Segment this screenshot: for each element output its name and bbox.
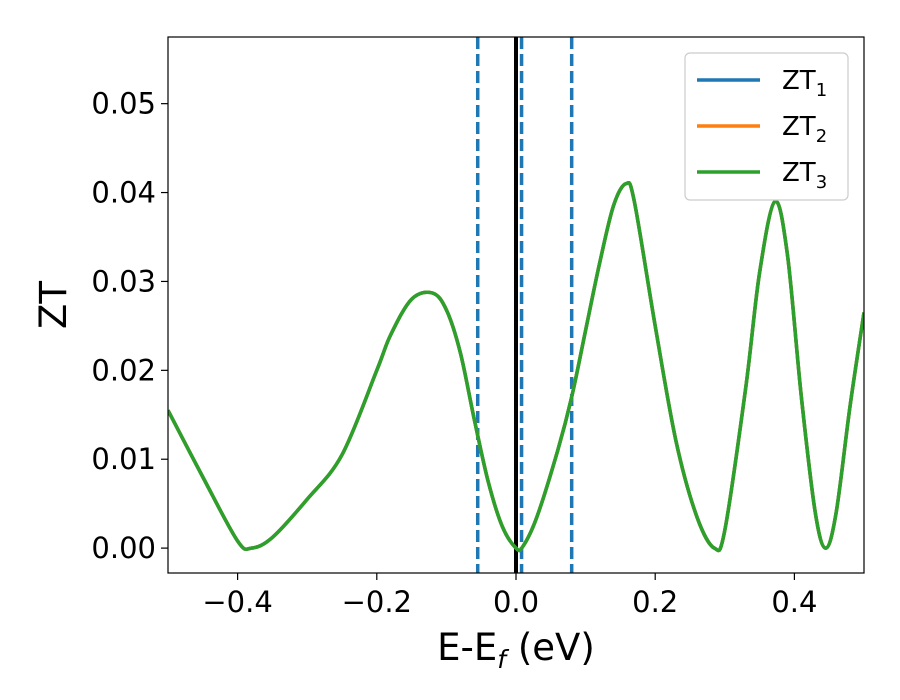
series-lines — [168, 180, 864, 553]
y-tick-label: 0.01 — [91, 442, 156, 476]
y-tick-label: 0.02 — [91, 353, 156, 387]
legend: ZT1 ZT2 ZT3 — [684, 52, 849, 201]
x-tick-label: 0.2 — [632, 585, 678, 619]
legend-label-1: ZT1 — [782, 66, 827, 101]
x-tick-label: −0.2 — [342, 585, 412, 619]
x-axis-label: E-Ef (eV) — [437, 626, 595, 674]
y-tick-label: 0.05 — [91, 87, 156, 121]
y-axis-ticks: 0.00 0.01 0.02 0.03 0.04 0.05 — [91, 87, 168, 565]
legend-label-2: ZT2 — [782, 112, 827, 147]
series-line-3 — [168, 180, 864, 553]
x-tick-label: −0.4 — [202, 585, 272, 619]
y-tick-label: 0.03 — [91, 264, 156, 298]
y-tick-label: 0.04 — [91, 176, 156, 210]
y-axis-label: ZT — [32, 281, 75, 329]
x-tick-label: 0.4 — [771, 585, 817, 619]
y-tick-label: 0.00 — [91, 531, 156, 565]
legend-label-3: ZT3 — [782, 158, 827, 193]
x-tick-label: 0.0 — [493, 585, 539, 619]
x-axis-ticks: −0.4 −0.2 0.0 0.2 0.4 — [202, 573, 817, 619]
reference-lines — [475, 37, 574, 573]
legend-box — [684, 52, 849, 201]
